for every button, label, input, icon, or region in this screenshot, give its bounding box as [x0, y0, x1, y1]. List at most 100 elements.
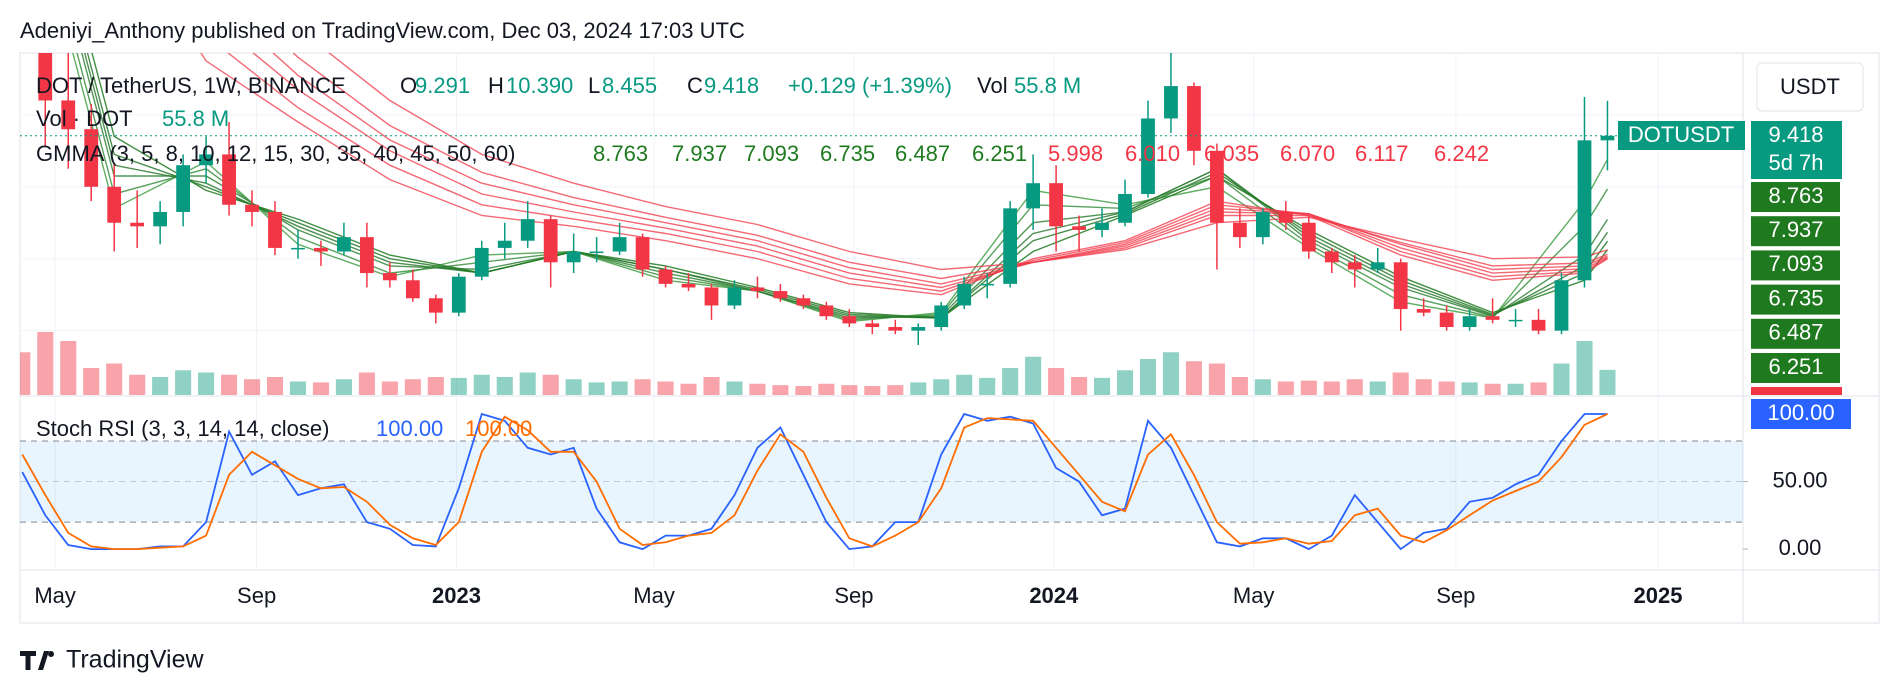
- volume-bar: [496, 377, 513, 395]
- volume-bar: [20, 352, 31, 395]
- volume-bar: [1392, 372, 1409, 395]
- volume-bar: [1346, 379, 1363, 395]
- volume-bar: [152, 377, 169, 395]
- volume-bar: [864, 386, 881, 395]
- gmma-legend: GMMA (3, 5, 8, 10, 12, 15, 30, 35, 40, 4…: [36, 141, 515, 166]
- ticker-tag: [1618, 121, 1745, 150]
- volume-bar: [1553, 363, 1570, 395]
- volume-bar: [129, 374, 146, 395]
- stoch-pane: [20, 412, 1743, 551]
- ticker-tag-label: DOTUSDT: [1628, 122, 1734, 147]
- candle-body: [934, 305, 949, 328]
- axes: May Sep 2023 May Sep 2024 May Sep 2025 8.763 8.763…: [34, 141, 1851, 608]
- candle-body: [1508, 319, 1523, 322]
- volume-bar: [588, 382, 605, 395]
- volume-bar: [910, 382, 927, 395]
- gmma-price-tag-label: 7.937: [1768, 217, 1823, 242]
- candle-body: [635, 237, 650, 270]
- volume-bar: [1438, 381, 1455, 395]
- candle-body: [1416, 309, 1431, 313]
- published-caption: Adeniyi_Anthony published on TradingView…: [20, 18, 745, 43]
- candle-body: [1439, 312, 1454, 328]
- volume-bar: [266, 377, 284, 395]
- candle-body: [268, 211, 282, 248]
- gmma-line: [252, 53, 1608, 289]
- candle-body: [130, 222, 145, 227]
- currency-label[interactable]: USDT: [1780, 74, 1840, 99]
- gmma-legend-value: 6.070: [1280, 141, 1335, 166]
- volume-bar: [749, 383, 766, 395]
- candle-body: [474, 247, 489, 277]
- gmma-price-tag: [1751, 353, 1840, 383]
- volume-bar: [175, 370, 192, 395]
- volume-bar: [1369, 381, 1386, 395]
- candle-body: [1600, 135, 1615, 141]
- stoch-legend-value: 100.00: [465, 416, 532, 441]
- candle-body: [291, 247, 305, 250]
- candle-body: [61, 100, 76, 130]
- volume-bar: [1139, 359, 1157, 395]
- candle-body: [1026, 183, 1041, 209]
- volume-bar: [358, 372, 375, 395]
- candle-body: [314, 247, 328, 252]
- volume-bar: [542, 374, 559, 395]
- volume-legend-value: 55.8 M: [162, 106, 229, 131]
- volume-bar: [634, 379, 651, 395]
- volume-bar: [1300, 380, 1317, 395]
- brand-logo: [20, 651, 55, 670]
- stoch-legend-value: 100.00: [376, 416, 443, 441]
- volume-bar: [887, 385, 904, 395]
- candle-body: [1301, 222, 1316, 252]
- candle-body: [153, 211, 168, 227]
- x-tick-label: 2023: [432, 583, 481, 608]
- candle-body: [84, 129, 99, 187]
- volume-bar: [841, 385, 858, 395]
- candle-body: [520, 219, 535, 241]
- brand-name: TradingView: [66, 646, 205, 674]
- candle-body: [360, 237, 374, 274]
- volume-bar: [198, 372, 215, 395]
- candle-body: [38, 53, 53, 101]
- gmma-price-tag: [1751, 318, 1840, 349]
- y-tick-label: 0.00: [1779, 535, 1822, 560]
- candle-body: [405, 280, 420, 299]
- candle-body: [957, 283, 972, 306]
- volume-bar: [933, 379, 950, 395]
- volume-bar: [60, 341, 77, 395]
- candle-body: [176, 165, 191, 212]
- candle-body: [819, 305, 834, 317]
- candle-body: [199, 154, 213, 166]
- legend-value: 8.455: [602, 73, 657, 98]
- volume-bar: [1507, 383, 1524, 395]
- gmma-price-tag-label: 6.487: [1768, 320, 1823, 345]
- band-fill: [20, 441, 1743, 523]
- legend-value: 9.291: [415, 73, 470, 98]
- price-pane: [20, 53, 1743, 395]
- volume-bar: [1002, 368, 1019, 395]
- symbol: DOT / TetherUS, 1W, BINANCE: [36, 73, 346, 98]
- stoch-line: [21, 413, 1608, 550]
- volume-bar: [473, 374, 490, 395]
- volume-bar: [106, 363, 123, 395]
- volume-bar: [1208, 363, 1225, 395]
- candle-body: [1324, 251, 1339, 263]
- legend-change: +0.129 (+1.39%): [788, 73, 952, 98]
- candle-body: [497, 240, 512, 248]
- volume-bar: [611, 381, 628, 395]
- stoch-line: [21, 412, 1608, 551]
- legend-key: Vol: [977, 73, 1008, 98]
- candle-body: [382, 273, 397, 281]
- legend-value: 10.390: [506, 73, 573, 98]
- candle-body: [1049, 183, 1063, 227]
- candle-body: [1095, 222, 1109, 230]
- candle-body: [245, 204, 259, 212]
- candle-body: [107, 186, 122, 223]
- volume-bar: [979, 377, 996, 395]
- currency-button[interactable]: [1756, 62, 1864, 112]
- x-tick-label: Sep: [834, 583, 873, 608]
- volume-bar: [221, 374, 238, 395]
- candle-body: [980, 283, 995, 286]
- volume-bar: [818, 383, 835, 395]
- volume-bar: [772, 385, 789, 395]
